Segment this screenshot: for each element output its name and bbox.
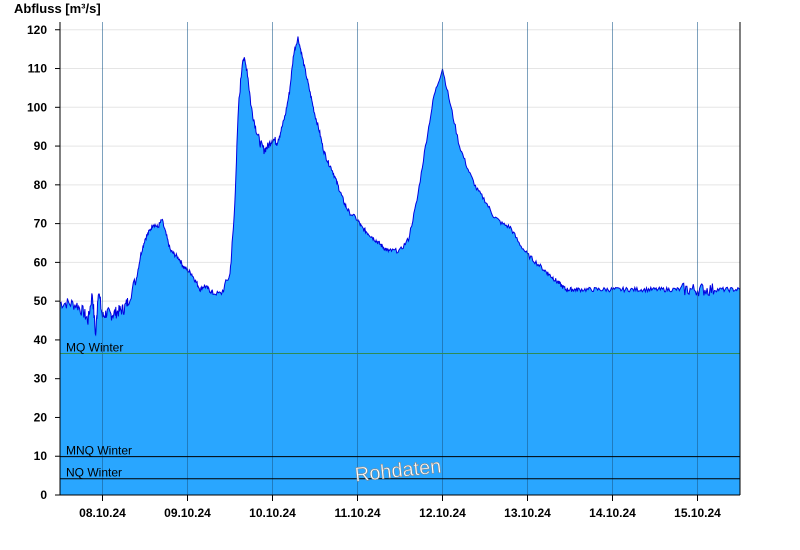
y-tick-label: 0 — [40, 488, 47, 502]
discharge-series — [59, 36, 741, 495]
x-tick-label: 14.10.24 — [589, 506, 636, 520]
y-tick-label: 20 — [34, 410, 48, 424]
y-axis-label: Abfluss [m³/s] — [14, 1, 101, 16]
discharge-area — [60, 36, 740, 495]
y-tick-label: 90 — [34, 139, 48, 153]
x-tick-label: 10.10.24 — [249, 506, 296, 520]
y-tick-label: 30 — [34, 372, 48, 386]
y-tick-label: 50 — [34, 294, 48, 308]
y-tick-label: 120 — [27, 23, 47, 37]
reference-lines: MQ Winter MNQ Winter NQ Winter — [60, 340, 740, 480]
y-tick-label: 110 — [28, 62, 48, 76]
y-tick-label: 60 — [34, 255, 48, 269]
y-tick-label: 10 — [34, 449, 48, 463]
reference-line-label: NQ Winter — [66, 466, 122, 480]
reference-line-label: MNQ Winter — [66, 444, 132, 458]
discharge-line — [59, 36, 741, 337]
day-dividers — [102, 22, 698, 495]
x-tick-label: 08.10.24 — [79, 506, 126, 520]
y-tick-label: 80 — [34, 178, 48, 192]
tick-labels: 0 10 20 30 40 50 60 70 80 90 100 110 120 08.10.24 09.1… — [27, 23, 721, 520]
x-tick-label: 15.10.24 — [674, 506, 721, 520]
y-tick-label: 70 — [34, 217, 48, 231]
x-tick-label: 11.10.24 — [334, 506, 380, 520]
y-tick-label: 100 — [27, 100, 47, 114]
axes — [55, 22, 741, 501]
x-tick-label: 13.10.24 — [504, 506, 551, 520]
x-tick-label: 12.10.24 — [419, 506, 466, 520]
reference-line-label: MQ Winter — [66, 340, 123, 354]
x-tick-label: 09.10.24 — [164, 506, 211, 520]
y-tick-label: 40 — [34, 333, 48, 347]
